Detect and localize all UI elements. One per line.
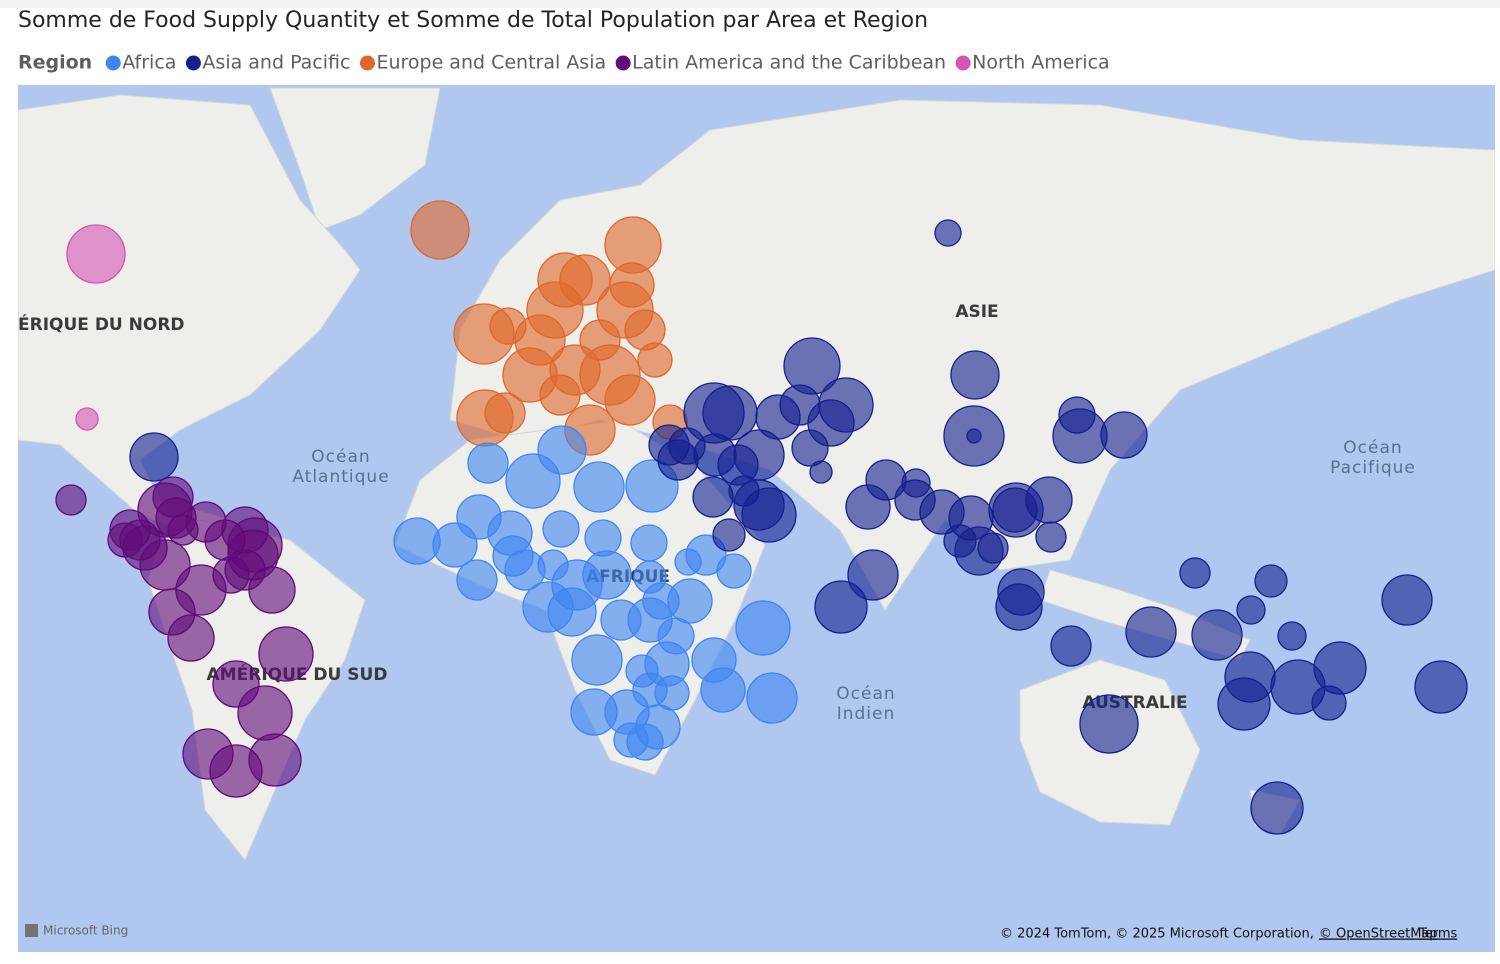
attribution: © 2024 TomTom, © 2025 Microsoft Corporat… <box>1000 927 1314 942</box>
bubble <box>604 374 656 426</box>
bubble <box>1313 641 1367 695</box>
bubble <box>1277 621 1307 651</box>
bubble <box>1052 408 1108 464</box>
bubble <box>1079 694 1139 754</box>
bubble <box>966 428 982 444</box>
legend-marker <box>105 55 121 71</box>
bubble <box>700 667 746 713</box>
bubble <box>977 532 1009 564</box>
bubble <box>467 442 509 484</box>
bubble <box>1217 677 1271 731</box>
bubble <box>716 553 752 589</box>
bubble <box>584 519 622 557</box>
bubble <box>1100 411 1148 459</box>
bubble <box>248 566 296 614</box>
bubble <box>1035 521 1067 553</box>
continent-label: ÉRIQUE DU NORD <box>18 313 185 335</box>
legend-marker <box>615 55 631 71</box>
bubble <box>950 350 1000 400</box>
bubble <box>237 685 293 741</box>
bubble <box>1179 557 1211 589</box>
ocean-label: Indien <box>837 704 896 724</box>
bubble <box>410 200 470 260</box>
ocean-label: Atlantique <box>292 467 389 487</box>
bubble <box>814 580 868 634</box>
bubble <box>630 524 668 562</box>
bubble <box>547 587 597 637</box>
ocean-label: Pacifique <box>1330 458 1416 478</box>
bubble <box>637 342 673 378</box>
terms-link[interactable]: Terms <box>1418 927 1458 942</box>
bubble <box>735 600 791 656</box>
greenland <box>269 87 441 231</box>
bubble <box>1050 625 1092 667</box>
bubble <box>1250 781 1304 835</box>
bubble <box>167 614 215 662</box>
bubble <box>456 559 498 601</box>
ocean-label: Océan <box>836 684 895 704</box>
bubble <box>1381 574 1433 626</box>
bubble <box>539 374 581 416</box>
bubble <box>66 224 126 284</box>
bubble <box>55 484 87 516</box>
legend-marker <box>955 55 971 71</box>
bubble <box>248 733 302 787</box>
bubble <box>791 429 829 467</box>
legend-label: Latin America and the Caribbean <box>632 52 946 74</box>
bubble <box>432 522 478 568</box>
bubble <box>712 518 746 552</box>
map: ÉRIQUE DU NORDASIEAFRIQUEAMÉRIQUE DU SUD… <box>18 85 1495 952</box>
osm-link[interactable]: © OpenStreetMap <box>1319 927 1438 942</box>
ocean-label: Océan <box>311 447 370 467</box>
bubble <box>741 487 797 543</box>
bubble <box>1125 606 1177 658</box>
bubble <box>667 578 713 624</box>
legend-label: Europe and Central Asia <box>376 52 606 74</box>
bubble <box>484 392 526 434</box>
bubbles <box>55 200 1468 835</box>
legend: Region Africa Asia and Pacific Europe and C… <box>18 52 1110 74</box>
bubble <box>258 626 314 682</box>
bubble <box>1414 660 1468 714</box>
chart-title: Somme de Food Supply Quantity et Somme d… <box>18 8 928 33</box>
legend-label: North America <box>972 52 1110 74</box>
bubble <box>1254 564 1288 598</box>
brand: Microsoft Bing <box>43 924 128 938</box>
legend-label: Asia and Pacific <box>202 52 350 74</box>
legend-label: Africa <box>122 52 176 74</box>
bing-logo <box>25 924 38 937</box>
bubble <box>934 219 962 247</box>
bubble <box>847 549 899 601</box>
bubble <box>692 476 734 518</box>
bubble <box>167 514 199 546</box>
bubble <box>845 484 891 530</box>
bubble <box>573 461 625 513</box>
bubble <box>75 407 99 431</box>
bubble <box>1236 595 1266 625</box>
bubble <box>129 432 179 482</box>
bubble <box>809 460 833 484</box>
bubble <box>1191 609 1243 661</box>
continent-label: ASIE <box>955 302 998 322</box>
legend-marker <box>185 55 201 71</box>
bubble <box>571 634 623 686</box>
bubble <box>582 550 632 600</box>
bubble <box>626 723 664 761</box>
bubble <box>746 672 798 724</box>
bubble <box>733 429 785 481</box>
bubble <box>1025 476 1073 524</box>
top-bar <box>0 0 1500 8</box>
bubble <box>505 453 561 509</box>
bubble <box>995 583 1043 631</box>
bubble <box>542 510 580 548</box>
ocean-label: Océan <box>1343 438 1402 458</box>
legend-title: Region <box>18 52 92 74</box>
bubble <box>818 377 874 433</box>
legend-marker <box>359 55 375 71</box>
